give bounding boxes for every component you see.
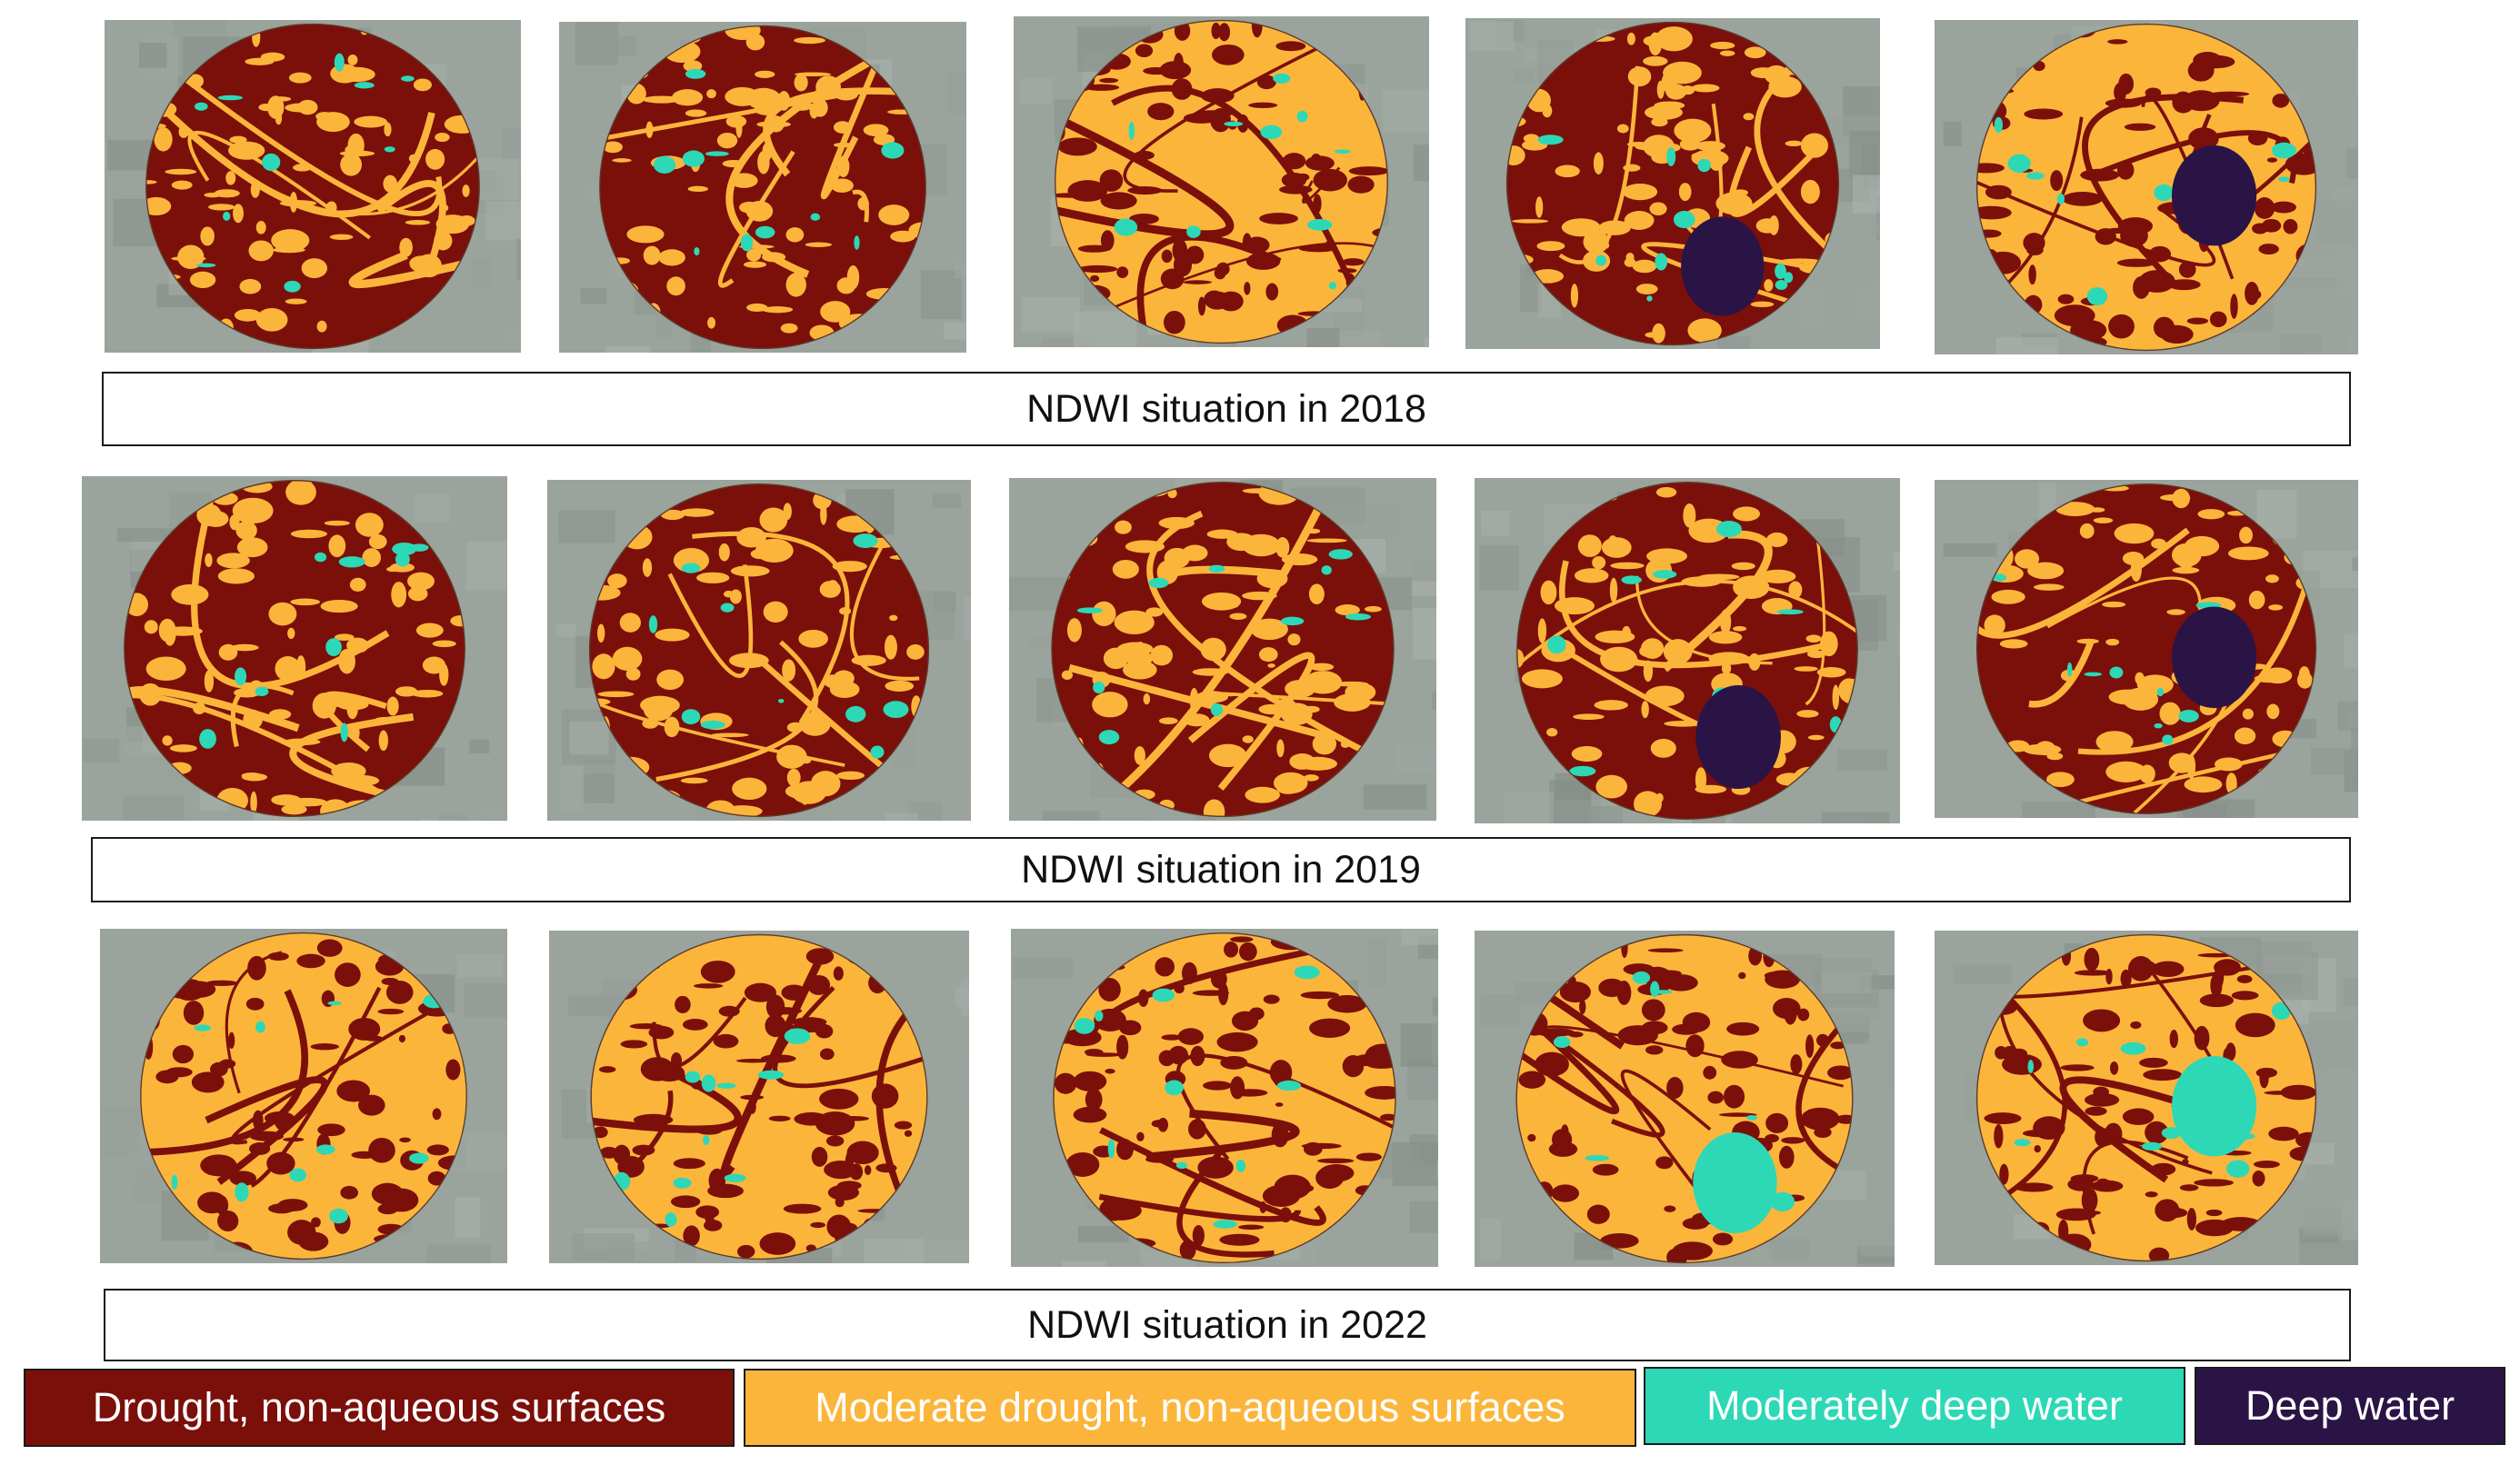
map-graphic [100, 932, 507, 1263]
caption-2018: NDWI situation in 2018 [102, 372, 2351, 446]
caption-2019: NDWI situation in 2019 [91, 837, 2351, 902]
map-graphic [1469, 20, 1880, 349]
legend-drought-label: Drought, non-aqueous surfaces [92, 1384, 666, 1430]
map-graphic [1938, 483, 2358, 818]
map-graphic [83, 480, 507, 821]
map-2022-1 [100, 929, 507, 1263]
map-2022-4 [1475, 931, 1895, 1267]
map-2022-2 [549, 931, 969, 1263]
legend-moderately-deep-water: Moderately deep water [1644, 1367, 2185, 1445]
map-graphic [1012, 929, 1438, 1267]
map-graphic [556, 483, 971, 821]
map-graphic [1009, 478, 1436, 821]
map-2022-5 [1935, 931, 2358, 1265]
map-2018-1 [105, 20, 521, 353]
map-graphic [1943, 22, 2358, 354]
caption-2022: NDWI situation in 2022 [104, 1289, 2351, 1361]
map-2018-2 [559, 22, 966, 353]
legend-deep-water: Deep water [2195, 1367, 2505, 1445]
map-2019-1 [82, 476, 507, 821]
legend-moderately-deep-water-label: Moderately deep water [1706, 1382, 2123, 1429]
map-graphic [1935, 933, 2358, 1265]
map-2018-4 [1465, 18, 1880, 349]
map-graphic [107, 20, 521, 353]
map-2018-3 [1014, 16, 1429, 347]
map-2018-5 [1935, 20, 2358, 354]
caption-2019-text: NDWI situation in 2019 [1021, 847, 1421, 892]
map-2019-3 [1009, 478, 1436, 821]
legend-moderate-drought: Moderate drought, non-aqueous surfaces [744, 1369, 1636, 1447]
map-2019-4 [1475, 478, 1900, 823]
caption-2022-text: NDWI situation in 2022 [1027, 1302, 1427, 1347]
caption-2018-text: NDWI situation in 2018 [1026, 386, 1426, 431]
map-2019-2 [547, 480, 971, 821]
legend-drought: Drought, non-aqueous surfaces [24, 1369, 735, 1447]
map-graphic [1480, 933, 1895, 1267]
map-graphic [1479, 482, 1900, 823]
map-2019-5 [1935, 480, 2358, 818]
legend-moderate-drought-label: Moderate drought, non-aqueous surfaces [815, 1384, 1565, 1430]
legend-deep-water-label: Deep water [2245, 1382, 2455, 1429]
map-graphic [575, 22, 966, 353]
map-graphic [1019, 19, 1429, 347]
map-2022-3 [1011, 929, 1438, 1267]
map-graphic [561, 933, 969, 1263]
